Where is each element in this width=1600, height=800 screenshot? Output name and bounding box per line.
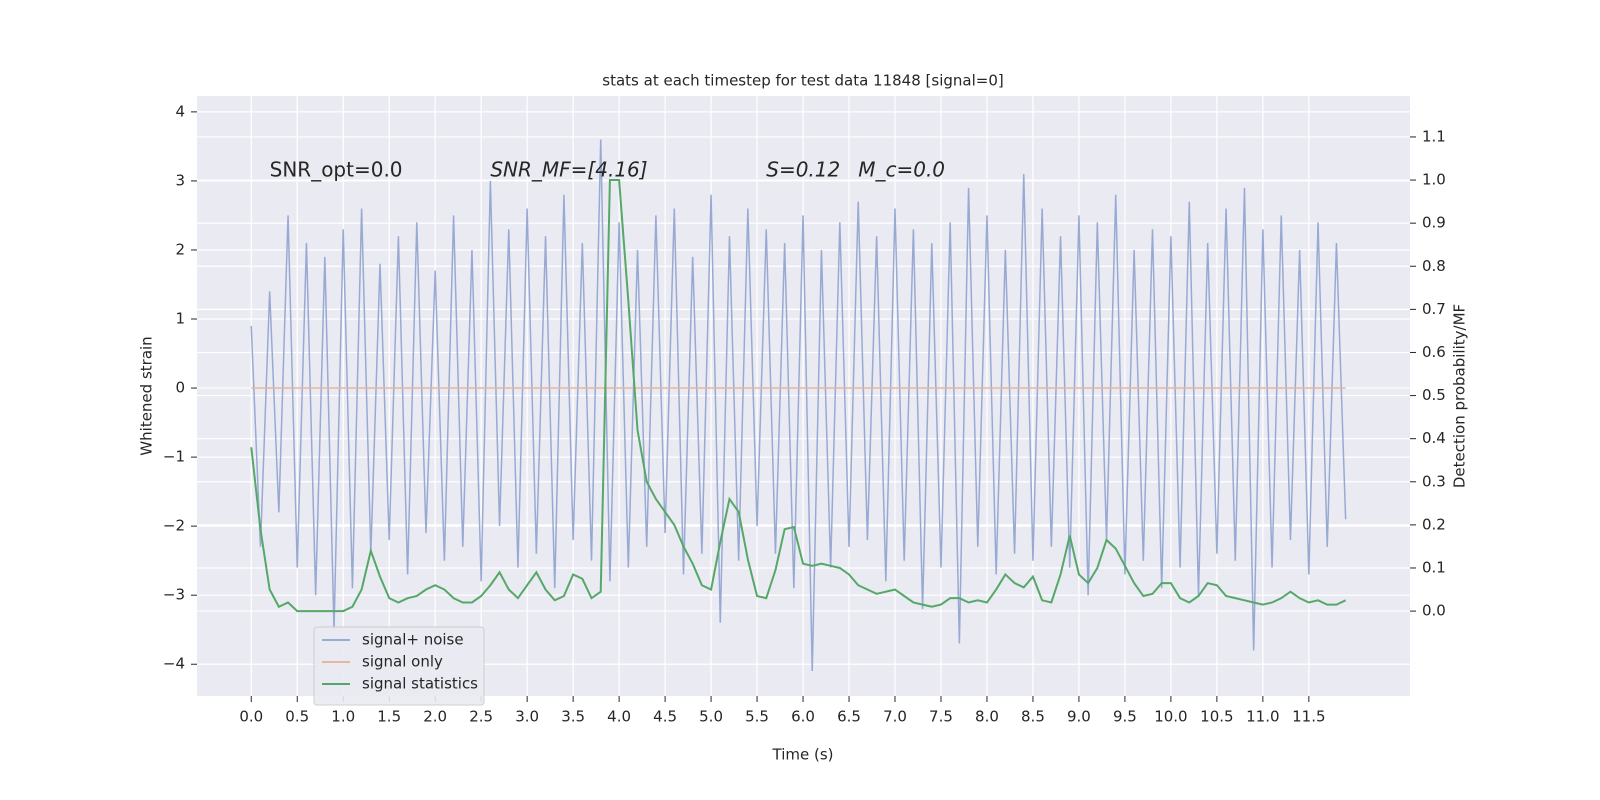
chart-title: stats at each timestep for test data 118… bbox=[602, 72, 1003, 90]
annotation: SNR_opt=0.0 bbox=[270, 157, 403, 181]
x-tick-label: 10.0 bbox=[1154, 708, 1187, 726]
annotation: SNR_MF=[4.16] bbox=[490, 157, 647, 181]
y2-tick-label: 1.0 bbox=[1422, 171, 1446, 189]
y-tick-label: −4 bbox=[163, 655, 185, 673]
x-tick-label: 11.5 bbox=[1292, 708, 1325, 726]
x-tick-label: 0.5 bbox=[285, 708, 309, 726]
y-tick-label: 3 bbox=[175, 171, 185, 189]
x-tick-label: 5.5 bbox=[745, 708, 769, 726]
annotation: M_c=0.0 bbox=[858, 157, 945, 181]
x-tick-label: 1.0 bbox=[331, 708, 355, 726]
legend-label: signal+ noise bbox=[362, 631, 464, 649]
y-tick-label: 1 bbox=[175, 310, 185, 328]
y2-tick-label: 0.5 bbox=[1422, 386, 1446, 404]
y2-tick-label: 0.1 bbox=[1422, 558, 1446, 576]
y-axis-label: Whitened strain bbox=[138, 336, 156, 455]
x-tick-label: 10.5 bbox=[1200, 708, 1233, 726]
y2-axis-label: Detection probability/MF bbox=[1451, 304, 1469, 488]
x-tick-label: 3.5 bbox=[561, 708, 585, 726]
y-tick-label: 4 bbox=[175, 102, 185, 120]
x-tick-label: 4.0 bbox=[607, 708, 631, 726]
y-tick-label: −2 bbox=[163, 517, 185, 535]
x-tick-label: 9.5 bbox=[1113, 708, 1137, 726]
x-tick-label: 6.5 bbox=[837, 708, 861, 726]
x-tick-label: 7.5 bbox=[929, 708, 953, 726]
legend: signal+ noise signal only signal statistic… bbox=[313, 626, 485, 706]
y2-tick-label: 0.3 bbox=[1422, 472, 1446, 490]
legend-label: signal statistics bbox=[362, 675, 478, 693]
x-tick-label: 1.5 bbox=[377, 708, 401, 726]
x-axis-label: Time (s) bbox=[772, 746, 834, 764]
x-tick-label: 4.5 bbox=[653, 708, 677, 726]
x-tick-label: 2.5 bbox=[469, 708, 493, 726]
legend-box bbox=[313, 626, 485, 706]
y2-tick-label: 0.9 bbox=[1422, 214, 1446, 232]
y2-tick-label: 1.1 bbox=[1422, 127, 1446, 145]
annotation: S=0.12 bbox=[766, 157, 840, 181]
legend-label: signal only bbox=[362, 653, 443, 671]
y-tick-label: −1 bbox=[163, 448, 185, 466]
x-tick-label: 8.0 bbox=[975, 708, 999, 726]
y2-tick-label: 0.6 bbox=[1422, 343, 1446, 361]
x-tick-label: 3.0 bbox=[515, 708, 539, 726]
x-tick-label: 7.0 bbox=[883, 708, 907, 726]
series-line bbox=[250, 179, 1347, 613]
y-tick-label: 2 bbox=[175, 240, 185, 258]
x-tick-label: 8.5 bbox=[1021, 708, 1045, 726]
series-line bbox=[250, 139, 1347, 672]
y2-tick-label: 0.0 bbox=[1422, 602, 1446, 620]
x-tick-label: 6.0 bbox=[791, 708, 815, 726]
y-tick-label: −3 bbox=[163, 586, 185, 604]
x-tick-label: 0.0 bbox=[239, 708, 263, 726]
x-tick-label: 2.0 bbox=[423, 708, 447, 726]
x-tick-label: 9.0 bbox=[1067, 708, 1091, 726]
y-tick-label: 0 bbox=[175, 379, 185, 397]
y2-tick-label: 0.8 bbox=[1422, 257, 1446, 275]
x-tick-label: 11.0 bbox=[1246, 708, 1279, 726]
y2-tick-label: 0.7 bbox=[1422, 300, 1446, 318]
y2-tick-label: 0.2 bbox=[1422, 515, 1446, 533]
y2-tick-label: 0.4 bbox=[1422, 429, 1446, 447]
x-tick-label: 5.0 bbox=[699, 708, 723, 726]
